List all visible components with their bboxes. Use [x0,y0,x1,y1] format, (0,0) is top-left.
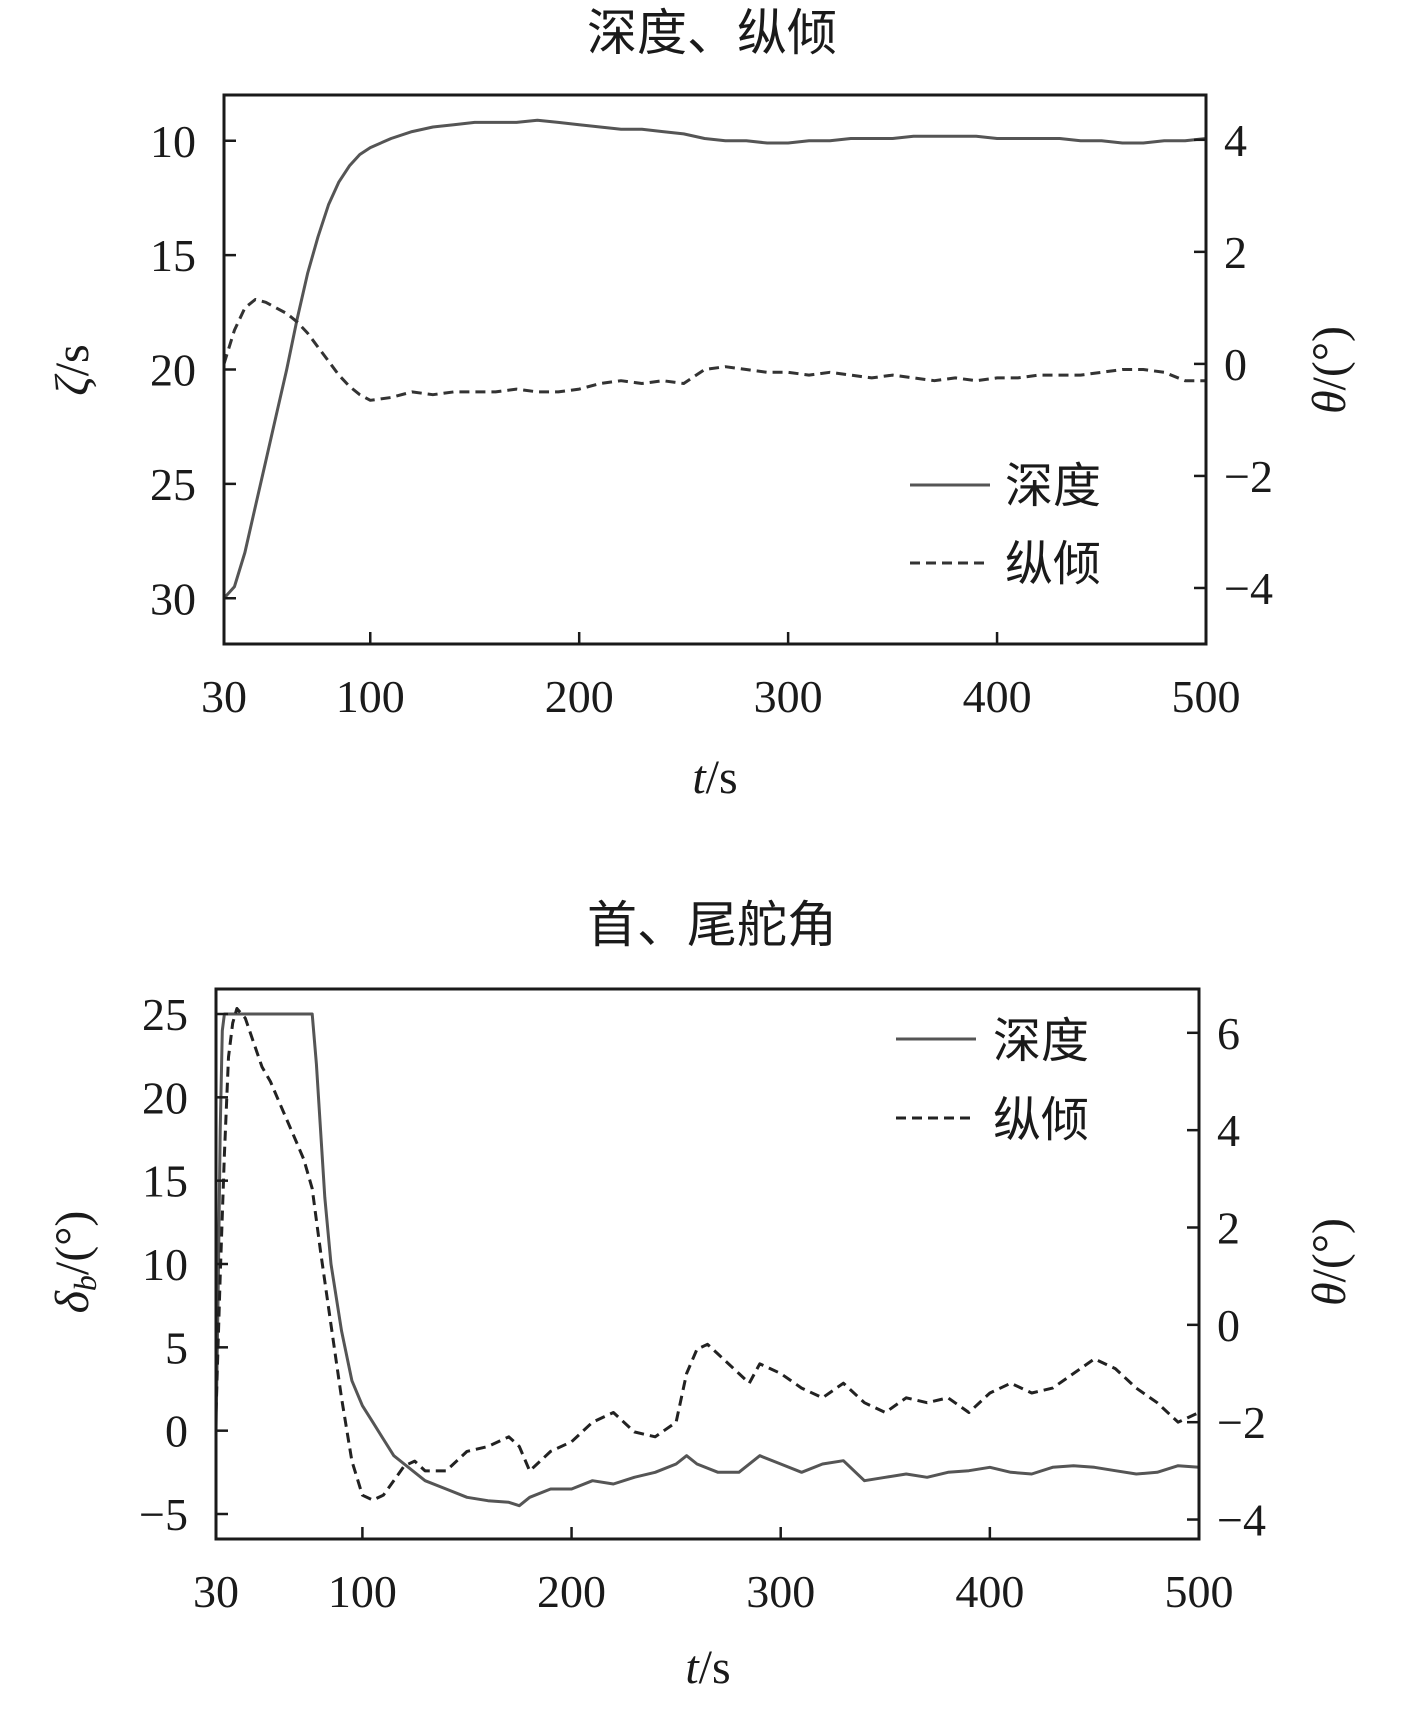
chart-top-series-depth-line [222,118,1207,600]
legend-bottom-label-depth: 深度 [993,1013,1089,1069]
chart-bottom-y2-tick-label: 4 [1217,1105,1240,1156]
chart-bottom-y2-tick-label: 2 [1217,1202,1240,1253]
chart-bottom-x-tick-label: 500 [1165,1566,1234,1617]
chart-bottom-series-pitch-line [214,1007,1200,1502]
chart-bottom-y-tick-label: 5 [165,1322,188,1373]
chart-top-y-tick-label: 25 [150,459,196,510]
legend-top: 深度 纵倾 [910,458,1101,592]
chart-bottom-plot-frame [214,987,1201,1541]
chart-bottom-title: 首、尾舵角 [587,896,837,954]
chart-top-y-tick-label: 10 [150,116,196,167]
chart-bottom-y2-tick-label: −2 [1217,1397,1266,1448]
chart-top-y2-tick-label: −4 [1224,563,1273,614]
chart-bottom-x-tick-label: 30 [193,1566,239,1617]
chart-bottom-series-layer [214,1007,1200,1508]
chart-top-y2-axis-label: θ/(°) [1303,326,1356,414]
chart-bottom-y-tick-label: 0 [165,1406,188,1457]
chart-bottom: 首、尾舵角 30 100 200 300 400 5002520151050−56420−… [46,896,1356,1694]
chart-top-x-tick-label: 100 [336,671,405,722]
chart-top-title: 深度、纵倾 [587,4,837,62]
legend-top-label-depth: 深度 [1005,458,1101,514]
chart-top-y2-tick-label: 4 [1224,115,1247,166]
chart-bottom-y-tick-label: 10 [142,1239,188,1290]
chart-top-y-tick-label: 30 [150,573,196,624]
chart-bottom-y2-tick-label: −4 [1217,1495,1266,1546]
chart-top-y2-tick-label: 0 [1224,339,1247,390]
chart-bottom-series-depth-line [214,1012,1200,1508]
legend-top-label-pitch: 纵倾 [1005,536,1101,592]
chart-bottom-x-tick-label: 400 [955,1566,1024,1617]
chart-bottom-y-axis-label: δb/(°) [46,1211,103,1314]
chart-bottom-y2-tick-label: 6 [1217,1008,1240,1059]
chart-top-y-tick-label: 20 [150,345,196,396]
chart-bottom-x-axis-label: t/s [685,1641,730,1694]
chart-top-y-tick-label: 15 [150,230,196,281]
chart-bottom-y-tick-label: 15 [142,1156,188,1207]
chart-top-x-tick-label: 300 [754,671,823,722]
chart-bottom-y-tick-label: 20 [142,1072,188,1123]
chart-top: 深度、纵倾 30 100 200 300 400 5001015202530420−2−4… [46,4,1356,804]
legend-bottom-label-pitch: 纵倾 [993,1092,1089,1148]
chart-bottom-y2-tick-label: 0 [1217,1300,1240,1351]
chart-top-series-pitch-line [222,298,1206,402]
chart-top-y2-tick-label: 2 [1224,227,1247,278]
chart-bottom-y-tick-label: −5 [139,1489,188,1540]
chart-top-x-tick-label: 500 [1172,671,1241,722]
chart-top-y2-tick-label: −2 [1224,451,1273,502]
chart-top-x-tick-label: 200 [545,671,614,722]
chart-top-series-layer [222,118,1207,600]
chart-top-x-tick-label: 30 [201,671,247,722]
chart-top-x-tick-label: 400 [963,671,1032,722]
chart-bottom-y-tick-label: 25 [142,989,188,1040]
legend-bottom: 深度 纵倾 [896,1013,1089,1148]
chart-bottom-y2-axis-label: θ/(°) [1303,1218,1356,1306]
chart-bottom-x-tick-label: 300 [746,1566,815,1617]
chart-top-y-axis-label: ζ/s [46,344,99,395]
chart-bottom-x-tick-label: 200 [537,1566,606,1617]
chart-top-x-axis-label: t/s [692,751,737,804]
chart-bottom-x-tick-label: 100 [328,1566,397,1617]
